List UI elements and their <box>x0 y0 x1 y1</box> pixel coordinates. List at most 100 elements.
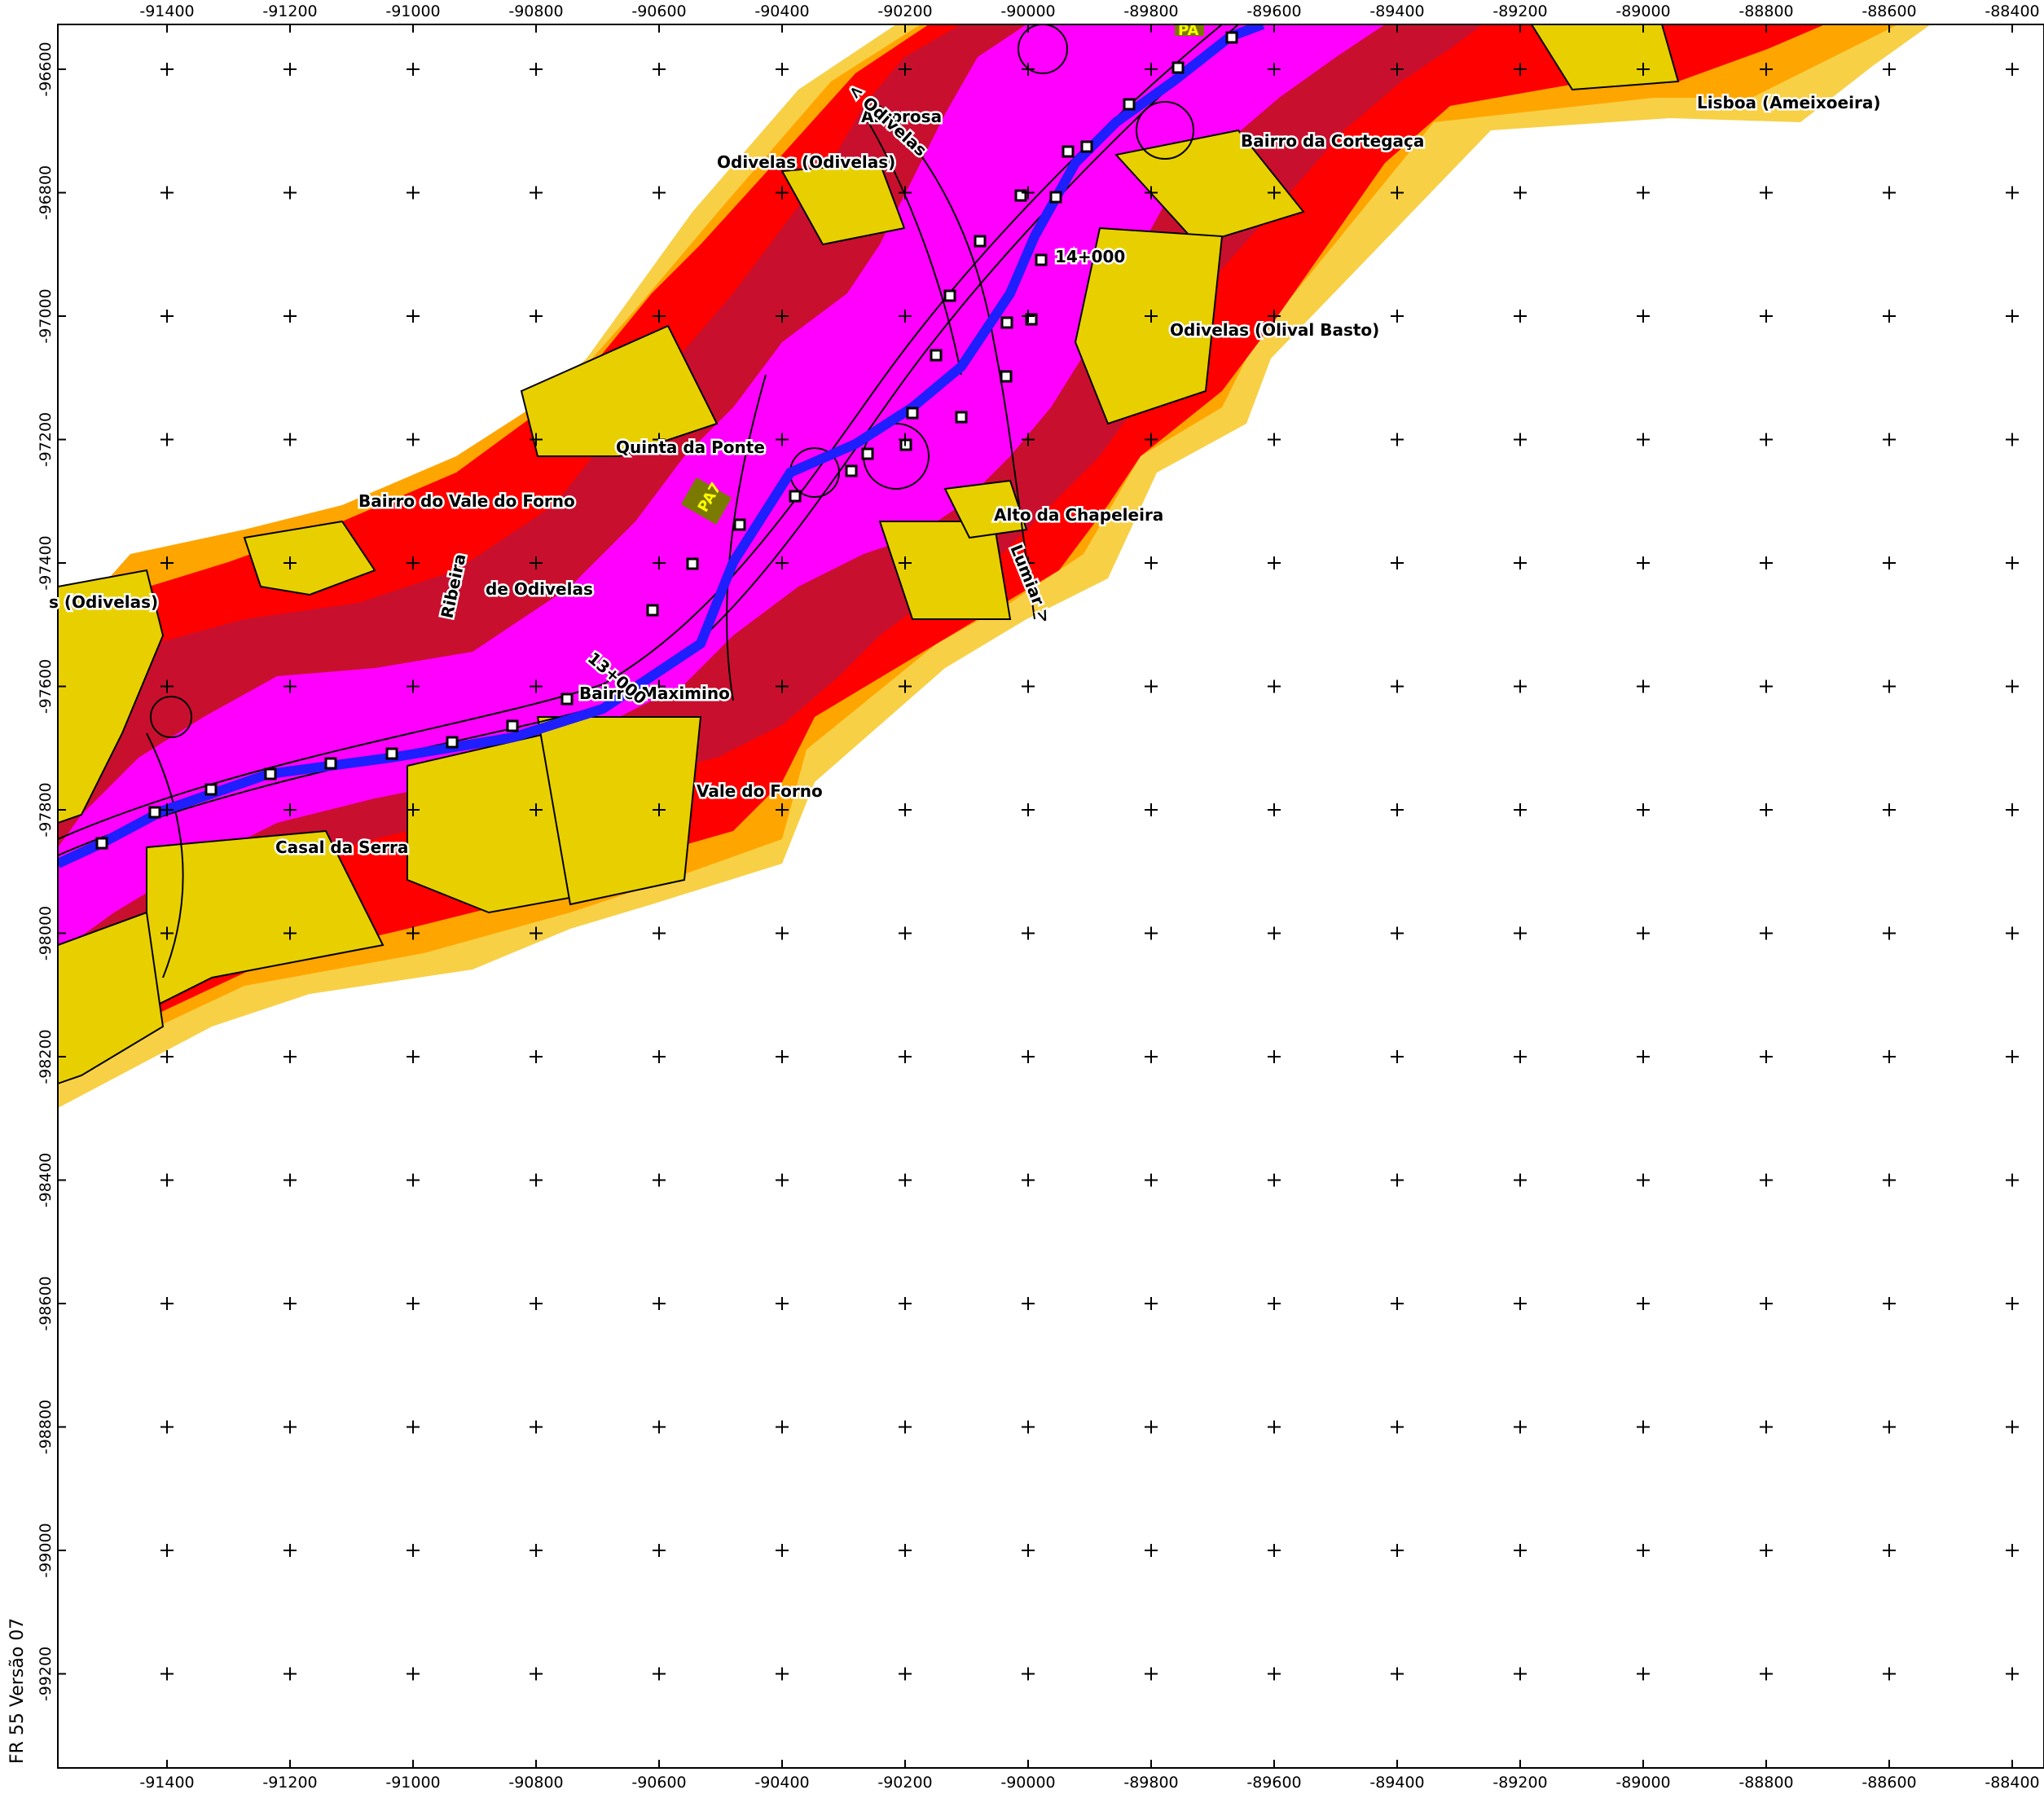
grid-cross <box>160 926 174 940</box>
grid-cross <box>284 1667 297 1681</box>
grid-cross <box>530 1420 543 1434</box>
grid-cross <box>284 1050 297 1063</box>
grid-cross <box>1268 926 1281 940</box>
grid-cross <box>284 1297 297 1310</box>
grid-cross <box>1268 186 1281 200</box>
grid-cross <box>1637 556 1650 569</box>
grid-cross <box>530 63 543 76</box>
grid-cross <box>2006 1297 2019 1310</box>
grid-cross <box>653 1297 666 1310</box>
chainage-markers <box>95 31 1238 850</box>
grid-cross <box>1022 1050 1035 1063</box>
grid-cross <box>1883 310 1896 323</box>
grid-cross <box>1022 186 1035 200</box>
grid-cross <box>1268 803 1281 816</box>
x-tick-label: -88400 <box>1985 2 2039 20</box>
grid-cross <box>1145 1297 1158 1310</box>
grid-cross <box>1145 1173 1158 1187</box>
grid-cross <box>1022 1420 1035 1434</box>
grid-cross <box>653 1667 666 1681</box>
grid-cross <box>2006 1173 2019 1187</box>
y-axis-labels: -96600 -96800 -97000 -97200 -97400 -97600 -978… <box>37 42 55 1701</box>
grid-cross <box>1022 679 1035 693</box>
x-tick-label: -88600 <box>1862 1774 1916 1792</box>
x-tick-label: -91400 <box>139 2 194 20</box>
grid-cross <box>160 1050 174 1063</box>
grid-cross <box>653 186 666 200</box>
y-tick-label: -98600 <box>37 1276 55 1330</box>
grid-cross <box>1391 1173 1404 1187</box>
grid-cross <box>407 1420 420 1434</box>
grid-cross <box>1637 1544 1650 1557</box>
grid-cross <box>407 679 420 693</box>
grid-cross <box>1514 1297 1527 1310</box>
grid-cross <box>284 1420 297 1434</box>
grid-cross <box>1268 1173 1281 1187</box>
grid-cross <box>1760 1173 1773 1187</box>
grid-cross <box>160 63 174 76</box>
grid-cross <box>776 1050 789 1063</box>
grid-cross <box>1268 310 1281 323</box>
x-tick-label: -91200 <box>262 1774 317 1792</box>
y-tick-label: -98000 <box>37 906 55 961</box>
x-tick-label: -91000 <box>385 1774 440 1792</box>
grid-cross <box>407 926 420 940</box>
grid-cross <box>1022 926 1035 940</box>
grid-cross <box>1760 1544 1773 1557</box>
grid-cross <box>1883 926 1896 940</box>
grid-cross <box>1514 803 1527 816</box>
x-axis-labels-top: -91400 -91200 -91000 -90800 -90600 -90400 -902… <box>139 2 2039 20</box>
grid-cross <box>160 186 174 200</box>
grid-cross <box>1022 803 1035 816</box>
grid-cross <box>1883 1420 1896 1434</box>
grid-cross <box>1268 1050 1281 1063</box>
grid-cross <box>653 1544 666 1557</box>
grid-cross <box>1760 310 1773 323</box>
grid-cross <box>776 679 789 693</box>
grid-cross <box>1391 63 1404 76</box>
motorway-line <box>58 24 1265 868</box>
x-tick-label: -89800 <box>1123 1774 1178 1792</box>
grid-cross <box>899 63 912 76</box>
grid-cross <box>1760 63 1773 76</box>
grid-cross <box>1883 186 1896 200</box>
grid-cross <box>530 803 543 816</box>
grid-cross <box>1022 310 1035 323</box>
motorway: PA7 PA <box>58 24 1265 868</box>
grid-cross <box>1883 1173 1896 1187</box>
grid-cross <box>1145 1667 1158 1681</box>
grid-cross <box>899 1173 912 1187</box>
x-tick-label: -89600 <box>1246 2 1301 20</box>
grid-cross <box>1391 186 1404 200</box>
x-tick-label: -90200 <box>877 1774 932 1792</box>
label-vale-do-forno: Vale do Forno <box>697 781 823 801</box>
label-lisboa-ameixoeira: Lisboa (Ameixoeira) <box>1697 93 1880 112</box>
grid-cross <box>776 556 789 569</box>
grid-cross <box>1760 803 1773 816</box>
grid-cross <box>899 1050 912 1063</box>
grid-cross <box>2006 1420 2019 1434</box>
grid-cross <box>1268 556 1281 569</box>
x-tick-label: -88400 <box>1985 1774 2039 1792</box>
grid-cross <box>160 679 174 693</box>
grid-cross <box>284 679 297 693</box>
grid-cross <box>899 679 912 693</box>
grid-crosses <box>160 63 2019 1681</box>
grid-cross <box>1637 186 1650 200</box>
grid-cross <box>899 310 912 323</box>
grid-cross <box>776 926 789 940</box>
grid-cross <box>1514 679 1527 693</box>
grid-cross <box>2006 926 2019 940</box>
y-tick-label: -97400 <box>37 535 55 590</box>
grid-cross <box>653 556 666 569</box>
grid-cross <box>1145 186 1158 200</box>
grid-cross <box>1883 679 1896 693</box>
grid-cross <box>284 433 297 446</box>
grid-cross <box>530 186 543 200</box>
label-alto-da-chapeleira: Alto da Chapeleira <box>994 505 1163 525</box>
grid-cross <box>1637 679 1650 693</box>
grid-cross <box>1637 1667 1650 1681</box>
grid-cross <box>1514 926 1527 940</box>
x-tick-label: -89400 <box>1369 2 1424 20</box>
